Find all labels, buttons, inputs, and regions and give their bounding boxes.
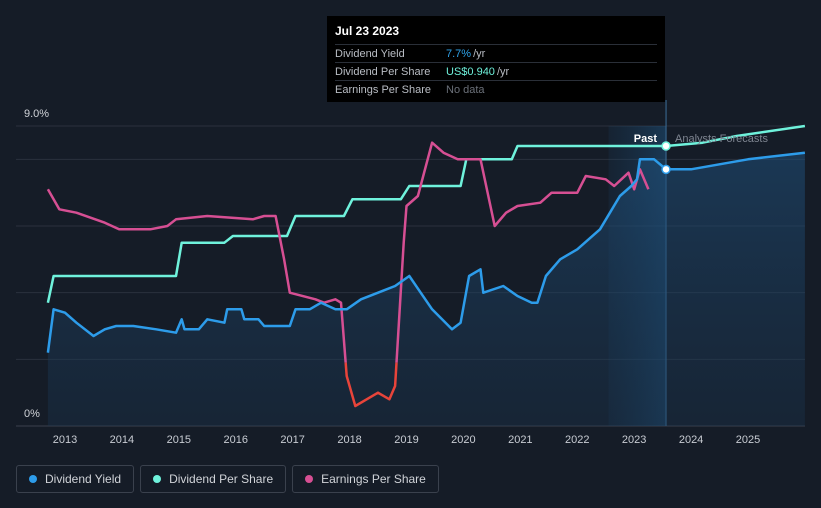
dividend-per-share-line xyxy=(46,124,806,303)
tooltip-row-dps: Dividend Per Share US$0.940 /yr xyxy=(335,62,657,80)
dividend-yield-area xyxy=(47,152,805,426)
legend-label: Dividend Per Share xyxy=(169,472,274,486)
tooltip-label: Dividend Yield xyxy=(335,47,405,60)
x-tick-label: 2023 xyxy=(622,434,646,446)
tooltip-row-eps: Earnings Per Share No data xyxy=(335,80,657,98)
tooltip-value: No data xyxy=(446,83,485,96)
legend-dividend-per-share[interactable]: Dividend Per Share xyxy=(140,465,287,493)
yield-today-marker xyxy=(661,164,671,175)
dps-today-marker xyxy=(661,141,671,151)
past-label: Past xyxy=(634,133,658,145)
tooltip-unit: /yr xyxy=(496,65,510,78)
earnings-per-share-line xyxy=(46,141,650,363)
x-tick-label: 2025 xyxy=(736,434,760,446)
tooltip-row-yield: Dividend Yield 7.7% /yr xyxy=(335,44,657,62)
x-tick-label: 2013 xyxy=(53,434,77,446)
dividend-yield-line xyxy=(46,151,806,353)
x-tick-label: 2022 xyxy=(565,434,589,446)
forecast-label: Analysts Forecasts xyxy=(675,133,768,145)
x-tick-label: 2018 xyxy=(337,434,361,446)
x-tick-label: 2024 xyxy=(679,434,703,446)
x-tick-label: 2016 xyxy=(224,434,248,446)
x-tick-label: 2021 xyxy=(508,434,532,446)
tooltip: Jul 23 2023 Dividend Yield 7.7% /yr Divi… xyxy=(327,16,665,102)
x-tick-label: 2019 xyxy=(394,434,418,446)
tooltip-label: Dividend Per Share xyxy=(335,65,431,78)
tooltip-value: US$0.940 xyxy=(446,65,495,78)
x-tick-label: 2015 xyxy=(167,434,191,446)
y-tick-top: 9.0% xyxy=(24,108,50,120)
legend: Dividend Yield Dividend Per Share Earnin… xyxy=(16,465,439,493)
legend-earnings-per-share[interactable]: Earnings Per Share xyxy=(292,465,439,493)
legend-dot-icon xyxy=(29,475,37,483)
legend-label: Earnings Per Share xyxy=(321,472,426,486)
tooltip-value: 7.7% xyxy=(446,47,472,60)
legend-label: Dividend Yield xyxy=(45,472,122,486)
tooltip-date: Jul 23 2023 xyxy=(335,24,400,38)
earnings-per-share-line-low xyxy=(344,362,398,408)
legend-dot-icon xyxy=(305,475,314,483)
x-tick-label: 2014 xyxy=(110,434,134,446)
x-tick-label: 2020 xyxy=(451,434,475,446)
tooltip-unit: /yr xyxy=(473,47,486,60)
legend-dividend-yield[interactable]: Dividend Yield xyxy=(16,465,135,493)
y-tick-bottom: 0% xyxy=(24,408,40,420)
tooltip-label: Earnings Per Share xyxy=(335,83,431,96)
legend-dot-icon xyxy=(153,475,162,483)
x-tick-label: 2017 xyxy=(280,434,304,446)
